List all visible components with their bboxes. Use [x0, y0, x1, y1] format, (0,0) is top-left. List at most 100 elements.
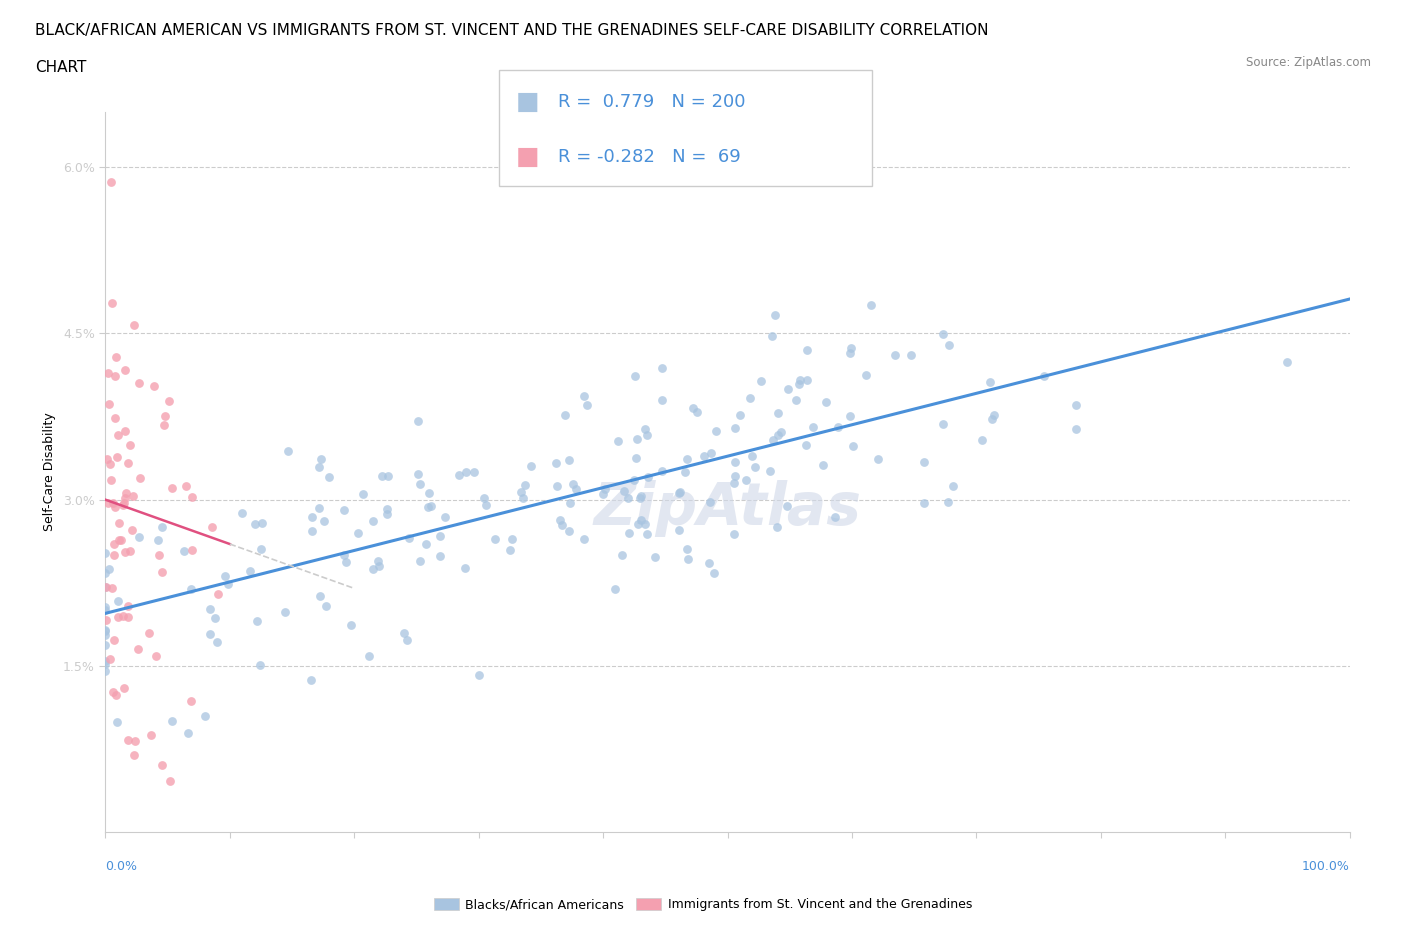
Point [104, 368, 127, 383]
Point [103, 495, 125, 510]
Point [361, 513, 384, 528]
Point [429, 549, 451, 564]
Legend: Blacks/African Americans, Immigrants from St. Vincent and the Grenadines: Blacks/African Americans, Immigrants fro… [429, 893, 977, 916]
Point [546, 479, 568, 494]
Point [824, 509, 846, 524]
Point [676, 551, 699, 566]
Point [335, 554, 357, 569]
Point [198, 626, 221, 641]
Point [912, 496, 935, 511]
Point [626, 432, 648, 446]
Point [103, 633, 125, 648]
Point [301, 510, 323, 525]
Point [363, 562, 385, 577]
Point [634, 516, 657, 531]
Point [333, 548, 356, 563]
Point [575, 397, 598, 412]
Point [637, 469, 659, 484]
Y-axis label: Self-Care Disability: Self-Care Disability [44, 413, 56, 531]
Point [97, 365, 120, 380]
Point [103, 547, 125, 562]
Point [159, 774, 181, 789]
Text: CHART: CHART [35, 60, 87, 75]
Point [447, 468, 470, 483]
Point [122, 748, 145, 763]
Point [103, 537, 125, 551]
Point [94, 600, 117, 615]
Text: R = -0.282   N =  69: R = -0.282 N = 69 [558, 148, 741, 166]
Text: Source: ZipAtlas.com: Source: ZipAtlas.com [1246, 56, 1371, 69]
Point [796, 373, 818, 388]
Point [114, 490, 136, 505]
Point [94, 637, 117, 652]
Point [704, 423, 727, 438]
Point [150, 519, 173, 534]
Point [842, 439, 865, 454]
Point [699, 495, 721, 510]
Point [765, 520, 787, 535]
Point [630, 488, 652, 503]
Point [94, 613, 117, 628]
Point [703, 565, 725, 580]
Point [98, 457, 121, 472]
Point [979, 375, 1001, 390]
Point [98, 561, 121, 576]
Point [724, 421, 747, 436]
Point [94, 546, 117, 561]
Point [741, 448, 763, 463]
Point [177, 725, 200, 740]
Point [801, 419, 824, 434]
Point [406, 413, 429, 428]
Point [408, 477, 430, 492]
Point [100, 296, 122, 311]
Point [475, 498, 498, 512]
Point [114, 363, 136, 378]
Point [936, 495, 959, 510]
Point [105, 714, 128, 729]
Point [630, 512, 652, 527]
Text: ■: ■ [516, 145, 540, 169]
Point [759, 464, 782, 479]
Point [396, 632, 419, 647]
Point [839, 341, 862, 356]
Point [308, 500, 330, 515]
Point [623, 473, 645, 488]
Point [204, 610, 226, 625]
Text: 100.0%: 100.0% [1302, 860, 1350, 873]
Point [429, 528, 451, 543]
Point [217, 576, 239, 591]
Point [94, 653, 117, 668]
Point [114, 544, 136, 559]
Point [103, 684, 125, 699]
Point [112, 496, 135, 511]
Point [214, 569, 236, 584]
Point [406, 467, 429, 482]
Point [572, 389, 595, 404]
Point [138, 626, 160, 641]
Point [201, 520, 224, 535]
Point [456, 464, 478, 479]
Point [468, 668, 491, 683]
Point [371, 469, 394, 484]
Point [612, 548, 634, 563]
Point [1064, 422, 1087, 437]
Point [117, 456, 139, 471]
Point [607, 433, 630, 448]
Point [100, 580, 122, 595]
Point [520, 458, 543, 473]
Point [124, 733, 146, 748]
Point [142, 379, 165, 393]
Point [728, 408, 751, 423]
Point [724, 454, 747, 469]
Point [813, 458, 835, 472]
Point [301, 524, 323, 538]
Point [308, 589, 330, 604]
Point [180, 693, 202, 708]
Point [735, 472, 758, 487]
Point [112, 680, 135, 695]
Point [98, 396, 121, 411]
Point [155, 408, 177, 423]
Point [616, 491, 638, 506]
Point [548, 512, 571, 527]
Text: 0.0%: 0.0% [105, 860, 138, 873]
